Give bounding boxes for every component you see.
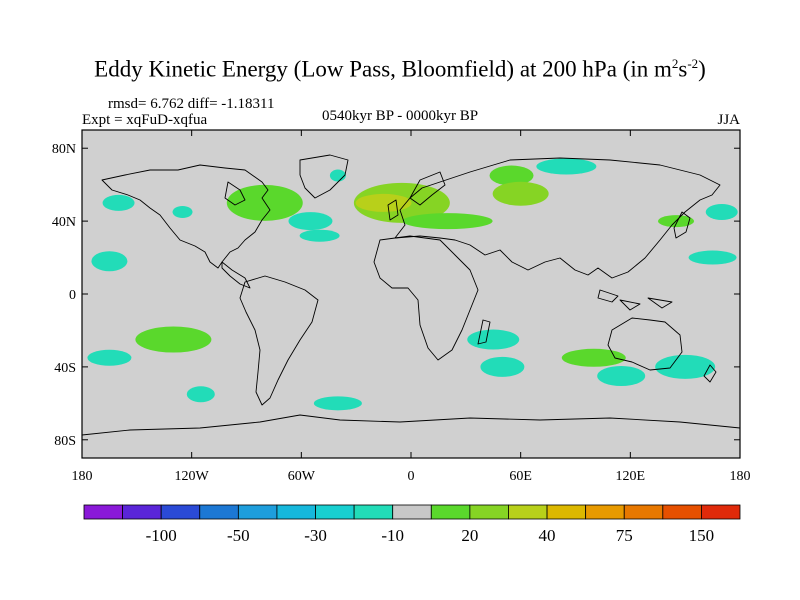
map-background (82, 130, 740, 458)
coast-hudson-bay (224, 181, 246, 206)
anomaly-region-23 (597, 366, 646, 386)
colorbar-label-2: -30 (304, 526, 327, 545)
colorbar-box-3 (199, 504, 239, 520)
chart-title: Eddy Kinetic Energy (Low Pass, Bloomfiel… (94, 56, 706, 82)
coast-south-america (239, 275, 319, 406)
x-tick-label-2: 60W (288, 469, 316, 484)
colorbar-box-2 (160, 504, 201, 520)
coast-africa (373, 235, 479, 361)
colorbar-box-16 (701, 504, 741, 520)
coastlines (82, 154, 740, 436)
coast-madagascar (477, 319, 491, 345)
anomaly-region-5 (299, 229, 340, 242)
colorbar-box-8 (392, 504, 432, 520)
coast-eurasia (394, 157, 721, 279)
anomaly-region-4 (288, 212, 333, 231)
anomaly-region-8 (402, 213, 493, 230)
colorbar: -100 -50 -30 -10 20 40 75 150 (83, 504, 741, 545)
coast-north-america (101, 164, 271, 269)
coast-scandinavia (409, 171, 446, 206)
coast-japan (673, 211, 691, 239)
coast-indonesia-1 (597, 289, 619, 303)
colorbar-box-10 (469, 504, 509, 520)
y-tick-label-2: 0 (69, 288, 76, 303)
colorbar-box-14 (623, 504, 664, 520)
coast-antarctica (82, 414, 740, 436)
colorbar-label-6: 75 (616, 526, 633, 545)
coast-indonesia-2 (619, 299, 641, 311)
colorbar-box-5 (276, 504, 316, 520)
x-tick-label-5: 120E (616, 469, 646, 484)
x-tick-label-4: 60E (509, 469, 532, 484)
anomaly-region-18 (186, 386, 215, 403)
anomaly-region-2 (91, 251, 128, 272)
y-tick-label-4: 80S (54, 434, 76, 449)
x-tick-label-6: 180 (730, 469, 751, 484)
colorbar-box-12 (546, 504, 587, 520)
season-label: JJA (717, 112, 740, 128)
period-label: 0540kyr BP - 0000kyr BP (321, 108, 479, 124)
anomaly-region-1 (172, 206, 193, 218)
anomaly-region-24 (655, 354, 716, 379)
anomaly-region-22 (561, 348, 626, 367)
colorbar-label-3: -10 (381, 526, 404, 545)
anomaly-regions (87, 158, 738, 411)
coast-new-zealand (703, 364, 717, 383)
colorbar-box-13 (585, 504, 625, 520)
anomaly-region-7 (355, 193, 412, 212)
colorbar-label-4: 20 (461, 526, 478, 545)
coast-greenland (299, 154, 349, 199)
anomaly-region-21 (480, 356, 525, 377)
y-tick-label-1: 40N (52, 215, 76, 230)
anomaly-region-13 (705, 204, 738, 220)
y-tick-label-3: 40S (54, 361, 76, 376)
x-tick-label-3: 0 (408, 469, 415, 484)
y-tick-label-0: 80N (52, 142, 76, 157)
colorbar-box-0 (83, 504, 123, 520)
anomaly-region-19 (313, 396, 362, 411)
anomaly-region-20 (467, 329, 520, 350)
colorbar-label-5: 40 (539, 526, 556, 545)
x-tick-label-1: 120W (175, 469, 210, 484)
anomaly-region-11 (489, 165, 534, 186)
colorbar-box-7 (353, 504, 394, 520)
colorbar-label-7: 150 (689, 526, 715, 545)
anomaly-region-12 (492, 181, 549, 206)
x-tick-label-0: 180 (72, 469, 93, 484)
anomaly-region-0 (102, 194, 135, 211)
anomaly-region-10 (536, 158, 597, 175)
colorbar-box-4 (237, 504, 278, 520)
coast-british-isles (387, 199, 399, 221)
colorbar-box-9 (430, 504, 471, 520)
colorbar-box-11 (508, 504, 548, 520)
stats-label: rmsd= 6.762 diff= -1.18311 (108, 96, 275, 112)
coast-new-guinea (647, 297, 673, 309)
colorbar-box-6 (315, 504, 355, 520)
colorbar-box-1 (122, 504, 162, 520)
colorbar-box-15 (662, 504, 702, 520)
anomaly-region-9 (329, 169, 346, 182)
anomaly-region-17 (87, 349, 132, 366)
colorbar-label-1: -50 (227, 526, 250, 545)
map-axes: 180 120W 60W 0 60E 120E 180 80N 40N 0 40S 80S (52, 130, 751, 484)
anomaly-region-15 (688, 250, 737, 265)
coast-australia (607, 317, 683, 371)
experiment-label: Expt = xqFuD-xqfua (82, 112, 208, 128)
coast-central-america (221, 261, 251, 289)
anomaly-region-16 (135, 326, 212, 353)
colorbar-label-0: -100 (146, 526, 177, 545)
